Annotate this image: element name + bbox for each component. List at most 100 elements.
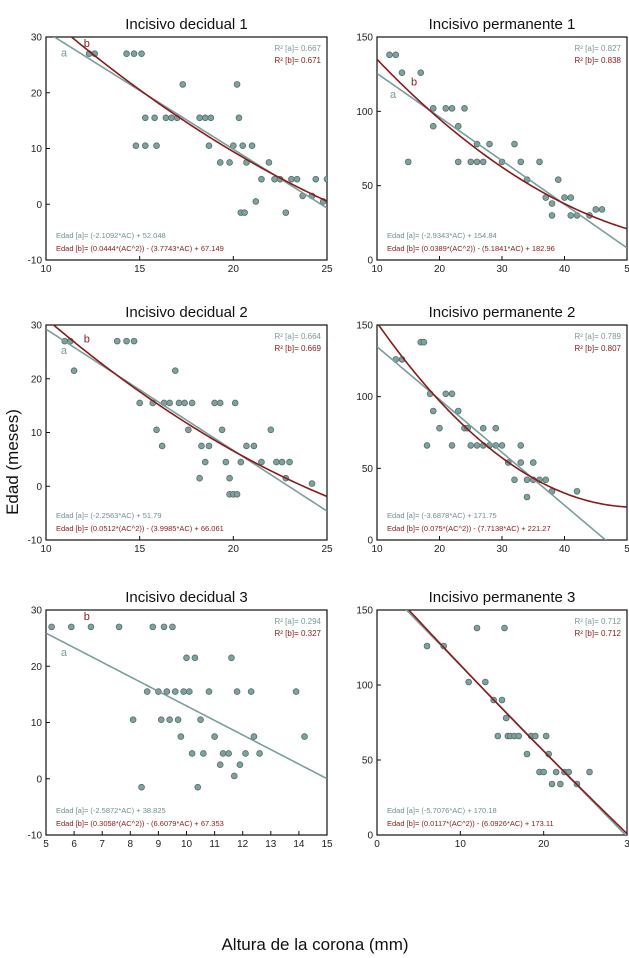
data-point (138, 50, 145, 58)
data-point (557, 780, 564, 788)
data-point (573, 487, 581, 495)
y-tick-label: -10 (28, 256, 43, 267)
y-tick-label: 0 (367, 256, 373, 267)
data-point (157, 716, 165, 723)
data-point (461, 105, 468, 112)
data-point (218, 426, 226, 434)
y-tick-label: 150 (356, 33, 373, 44)
data-point (523, 493, 531, 501)
data-point (273, 458, 280, 466)
data-point (143, 688, 151, 695)
series-b-label: b (411, 76, 417, 88)
equation-a: Edad [a]= (-2.1092*AC) + 52.048 (56, 231, 166, 240)
y-tick-label: 0 (367, 831, 373, 842)
equation-a: Edad [a]= (-3.6878*AC) + 171.75 (387, 511, 497, 520)
y-tick-label: -10 (28, 536, 43, 547)
data-point (312, 175, 320, 183)
data-point (417, 69, 425, 76)
data-point (205, 142, 213, 150)
data-point (138, 783, 145, 791)
r2-a: R² [a]= 0.667 (275, 44, 322, 53)
r2-a: R² [a]= 0.827 (575, 44, 622, 53)
plot-frame (376, 609, 628, 836)
fit-line-a (377, 72, 627, 249)
data-point (228, 654, 235, 662)
data-point (454, 158, 462, 166)
x-tick-label: 9 (156, 839, 162, 850)
data-point (252, 198, 260, 205)
y-tick-label: 20 (31, 374, 43, 385)
data-point (511, 140, 518, 148)
x-tick-label: 7 (99, 839, 105, 850)
data-point (288, 175, 295, 183)
points-group (386, 51, 606, 219)
equation-b: Edad [b]= (0.0117*(AC^2)) - (6.0926*AC) … (387, 819, 554, 828)
data-point (70, 367, 78, 374)
y-tick-label: 50 (362, 756, 374, 767)
chart-title: Incisivo decidual 2 (125, 304, 248, 321)
data-point (216, 159, 224, 166)
x-tick-label: 10 (455, 839, 467, 850)
x-axis-label: Altura de la corona (mm) (221, 935, 408, 954)
y-tick-label: 20 (31, 662, 43, 673)
chart-title: Incisivo permanente 3 (429, 589, 576, 606)
data-point (501, 624, 508, 632)
data-point (554, 176, 562, 184)
series-a-label: a (61, 47, 68, 59)
data-point (523, 750, 531, 758)
data-point (191, 654, 199, 662)
data-point (166, 399, 173, 407)
data-point (158, 442, 166, 450)
x-tick-label: 40 (559, 544, 571, 555)
chart-panel-3: Incisivo decidual 2 10 15 20 25 -10 0 10 20 30 a b R… (28, 304, 333, 555)
y-tick-label: 150 (356, 321, 373, 332)
data-point (87, 623, 95, 631)
equation-a: Edad [a]= (-2.2563*AC) + 51.79 (56, 511, 162, 520)
data-point (282, 209, 290, 216)
x-tick-label: 13 (265, 839, 277, 850)
data-point (153, 142, 160, 150)
y-tick-label: 100 (356, 107, 373, 118)
data-point (448, 442, 456, 449)
data-point (188, 750, 196, 757)
series-b-label: b (84, 333, 90, 345)
data-point (292, 688, 300, 695)
data-point (226, 159, 233, 166)
data-point (293, 175, 301, 183)
data-point (136, 399, 143, 407)
x-tick-label: 5 (624, 264, 629, 275)
data-point (197, 716, 204, 723)
data-point (233, 688, 241, 695)
y-axis-label: Edad (meses) (3, 409, 22, 515)
x-tick-label: 14 (293, 839, 305, 850)
x-tick-label: 20 (538, 839, 550, 850)
x-tick-label: 10 (181, 839, 193, 850)
y-tick-label: 30 (31, 33, 43, 44)
plot-frame (45, 36, 328, 261)
data-point (517, 158, 525, 166)
data-point (542, 732, 550, 740)
data-point (301, 733, 308, 740)
data-point (548, 212, 556, 219)
data-point (196, 474, 203, 482)
chart-title: Incisivo decidual 3 (125, 589, 248, 606)
data-point (404, 158, 412, 166)
y-tick-label: 10 (31, 718, 43, 729)
data-point (201, 458, 209, 466)
data-point (429, 105, 437, 112)
r2-a: R² [a]= 0.789 (575, 332, 622, 341)
data-point (454, 122, 462, 130)
x-tick-label: 12 (237, 839, 249, 850)
data-point (256, 750, 263, 757)
y-tick-label: 50 (362, 181, 374, 192)
x-tick-label: 20 (228, 544, 240, 555)
r2-a: R² [a]= 0.294 (275, 617, 322, 626)
x-tick-label: 25 (321, 264, 333, 275)
data-point (123, 337, 130, 345)
data-point (186, 688, 193, 695)
data-point (473, 158, 481, 166)
data-point (247, 688, 255, 695)
y-tick-label: 20 (31, 88, 43, 99)
data-point (123, 50, 130, 58)
data-point (233, 491, 241, 498)
